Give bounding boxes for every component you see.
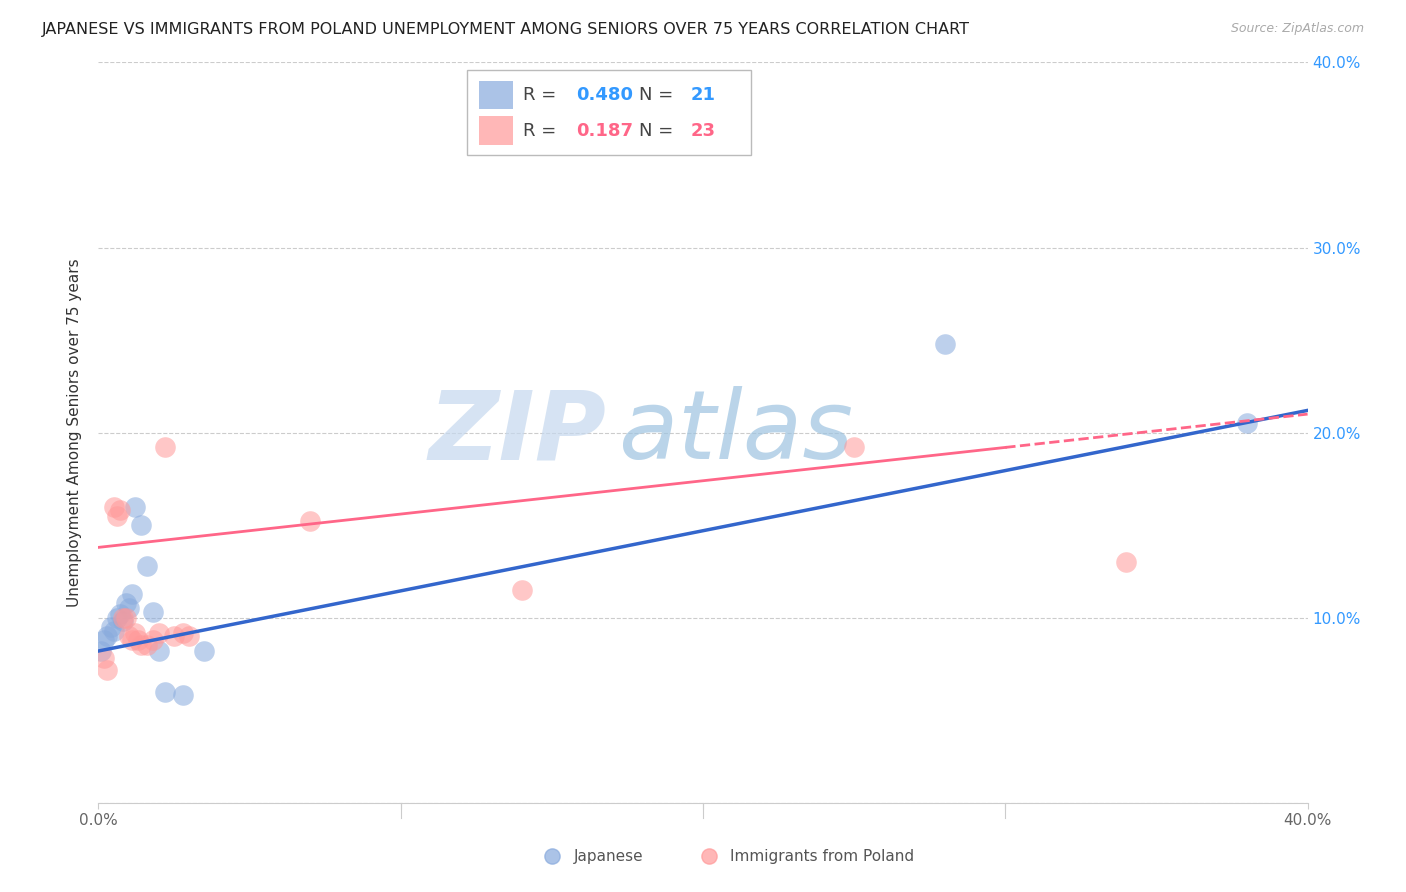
FancyBboxPatch shape <box>479 81 513 109</box>
Point <box>108 503 131 517</box>
Point <box>148 644 170 658</box>
Point <box>299 515 322 529</box>
Point <box>193 644 215 658</box>
Text: Japanese: Japanese <box>574 848 643 863</box>
Point <box>172 625 194 640</box>
Point <box>90 644 112 658</box>
Point <box>129 518 152 533</box>
Point <box>844 441 866 455</box>
Point <box>1236 417 1258 431</box>
Point <box>510 582 533 597</box>
Point <box>124 625 146 640</box>
Point <box>127 632 149 647</box>
Point <box>96 629 118 643</box>
Point <box>135 558 157 573</box>
Point <box>93 632 115 647</box>
Point <box>121 632 143 647</box>
Text: N =: N = <box>638 121 679 139</box>
Point <box>124 500 146 514</box>
Point <box>105 610 128 624</box>
Point <box>934 336 956 351</box>
Point <box>142 605 165 619</box>
Point <box>172 689 194 703</box>
Text: 23: 23 <box>690 121 716 139</box>
Point <box>118 601 141 615</box>
Text: R =: R = <box>523 86 562 104</box>
Text: 0.480: 0.480 <box>576 86 633 104</box>
Point <box>135 639 157 653</box>
Text: R =: R = <box>523 121 568 139</box>
Point <box>93 651 115 665</box>
Point <box>96 663 118 677</box>
Point <box>100 620 122 634</box>
Point <box>163 629 186 643</box>
Point <box>103 500 125 514</box>
Point <box>121 587 143 601</box>
Point <box>111 615 134 629</box>
Point <box>148 625 170 640</box>
Point <box>118 629 141 643</box>
Point <box>1115 555 1137 569</box>
Text: ZIP: ZIP <box>429 386 606 479</box>
FancyBboxPatch shape <box>467 70 751 155</box>
Text: N =: N = <box>638 86 679 104</box>
Text: Immigrants from Poland: Immigrants from Poland <box>730 848 914 863</box>
Point <box>179 629 201 643</box>
Point <box>153 441 176 455</box>
FancyBboxPatch shape <box>479 117 513 145</box>
Point <box>103 624 125 638</box>
Point <box>153 685 176 699</box>
Point <box>111 610 134 624</box>
Text: atlas: atlas <box>619 386 853 479</box>
Text: Source: ZipAtlas.com: Source: ZipAtlas.com <box>1230 22 1364 36</box>
Point <box>108 607 131 621</box>
Y-axis label: Unemployment Among Seniors over 75 years: Unemployment Among Seniors over 75 years <box>67 259 83 607</box>
Point <box>129 639 152 653</box>
Point <box>105 508 128 523</box>
Text: 21: 21 <box>690 86 716 104</box>
Text: 0.187: 0.187 <box>576 121 633 139</box>
Point <box>114 610 136 624</box>
Text: JAPANESE VS IMMIGRANTS FROM POLAND UNEMPLOYMENT AMONG SENIORS OVER 75 YEARS CORR: JAPANESE VS IMMIGRANTS FROM POLAND UNEMP… <box>42 22 970 37</box>
Point <box>114 596 136 610</box>
Point <box>142 632 165 647</box>
